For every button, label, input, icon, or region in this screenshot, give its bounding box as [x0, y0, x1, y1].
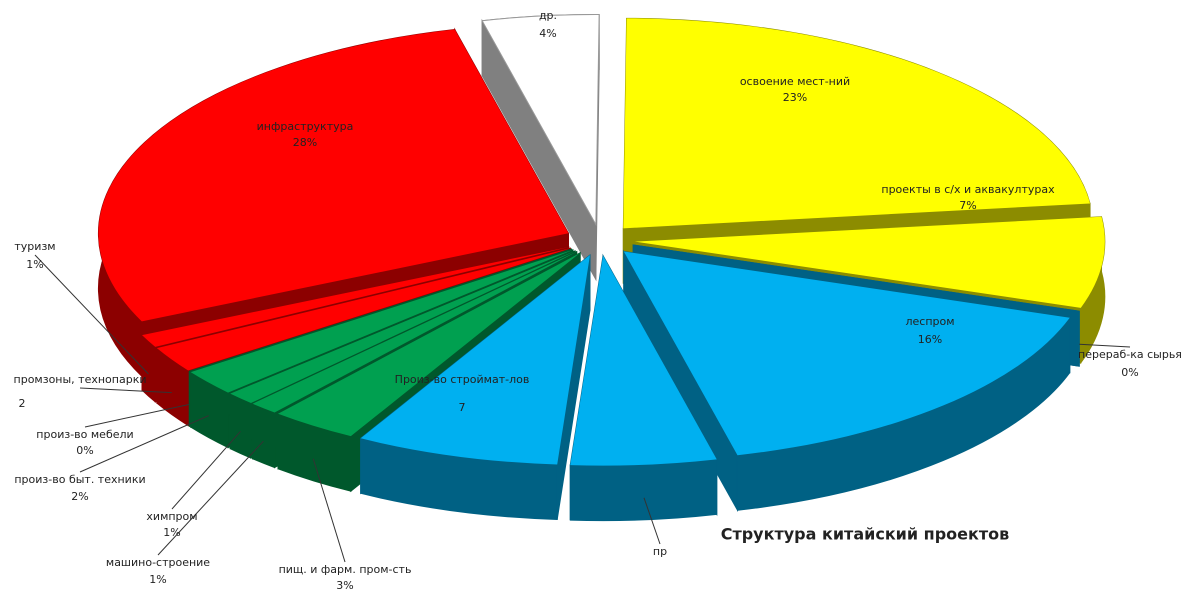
value-label: 2 [19, 397, 26, 410]
value-label: 7% [959, 199, 976, 212]
value-label: 28% [293, 136, 317, 149]
slice [360, 254, 591, 465]
slice-label: перераб-ка сырья [1078, 348, 1182, 361]
value-label: 1% [163, 526, 180, 539]
slice-label: освоение мест-ний [740, 75, 850, 88]
value-label: 0% [1121, 366, 1138, 379]
leader-line [643, 497, 661, 545]
leader-line [84, 403, 190, 428]
value-label: 4% [539, 27, 556, 40]
slice-label: произ-во мебели [36, 428, 133, 441]
slice [278, 252, 581, 437]
slice-label: произ-во быт. техники [14, 473, 145, 486]
value-label: 0% [76, 444, 93, 457]
value-label: 7 [459, 401, 466, 414]
slice-label: леспром [905, 315, 954, 328]
value-label: 3% [336, 579, 353, 592]
value-label: 1% [26, 258, 43, 271]
slice [252, 251, 577, 413]
slice [481, 13, 600, 227]
slice [189, 249, 572, 372]
chart-title: Структура китайский проектов [721, 525, 1010, 544]
slice [623, 251, 1070, 456]
leader-line [34, 254, 149, 375]
leader-line [79, 387, 172, 394]
leader-line [1079, 343, 1131, 348]
slice-label: машино-строение [106, 556, 210, 569]
leader-line [157, 440, 264, 556]
slice-label: промзоны, технопарки [14, 373, 147, 386]
slice-side [229, 392, 252, 459]
slice [623, 18, 1091, 229]
slice-label: Произ-во строймат-лов [395, 373, 530, 386]
value-label: 2% [71, 490, 88, 503]
slice-side [569, 458, 718, 522]
value-label: 1% [149, 573, 166, 586]
leader-line [79, 415, 209, 473]
slice-label: туризм [14, 240, 55, 253]
slice-label: пищ. и фарм. пром-сть [279, 563, 412, 576]
slice-label: инфраструктура [257, 120, 354, 133]
value-label: 16% [918, 333, 942, 346]
slice [634, 216, 1105, 308]
slice [230, 250, 576, 404]
slice [156, 248, 571, 371]
slice-label: проекты в с/х и аквакултурах [881, 183, 1055, 196]
slice-side [252, 402, 276, 469]
slice-label: химпром [146, 510, 197, 523]
value-label: 23% [783, 91, 807, 104]
slice [190, 249, 573, 393]
slice [142, 247, 569, 347]
slice-label: пр [653, 545, 667, 558]
leader-line [171, 431, 241, 510]
leader-line [312, 458, 346, 563]
slice [570, 255, 717, 466]
slice-label: др. [539, 9, 557, 22]
slice [98, 29, 569, 322]
